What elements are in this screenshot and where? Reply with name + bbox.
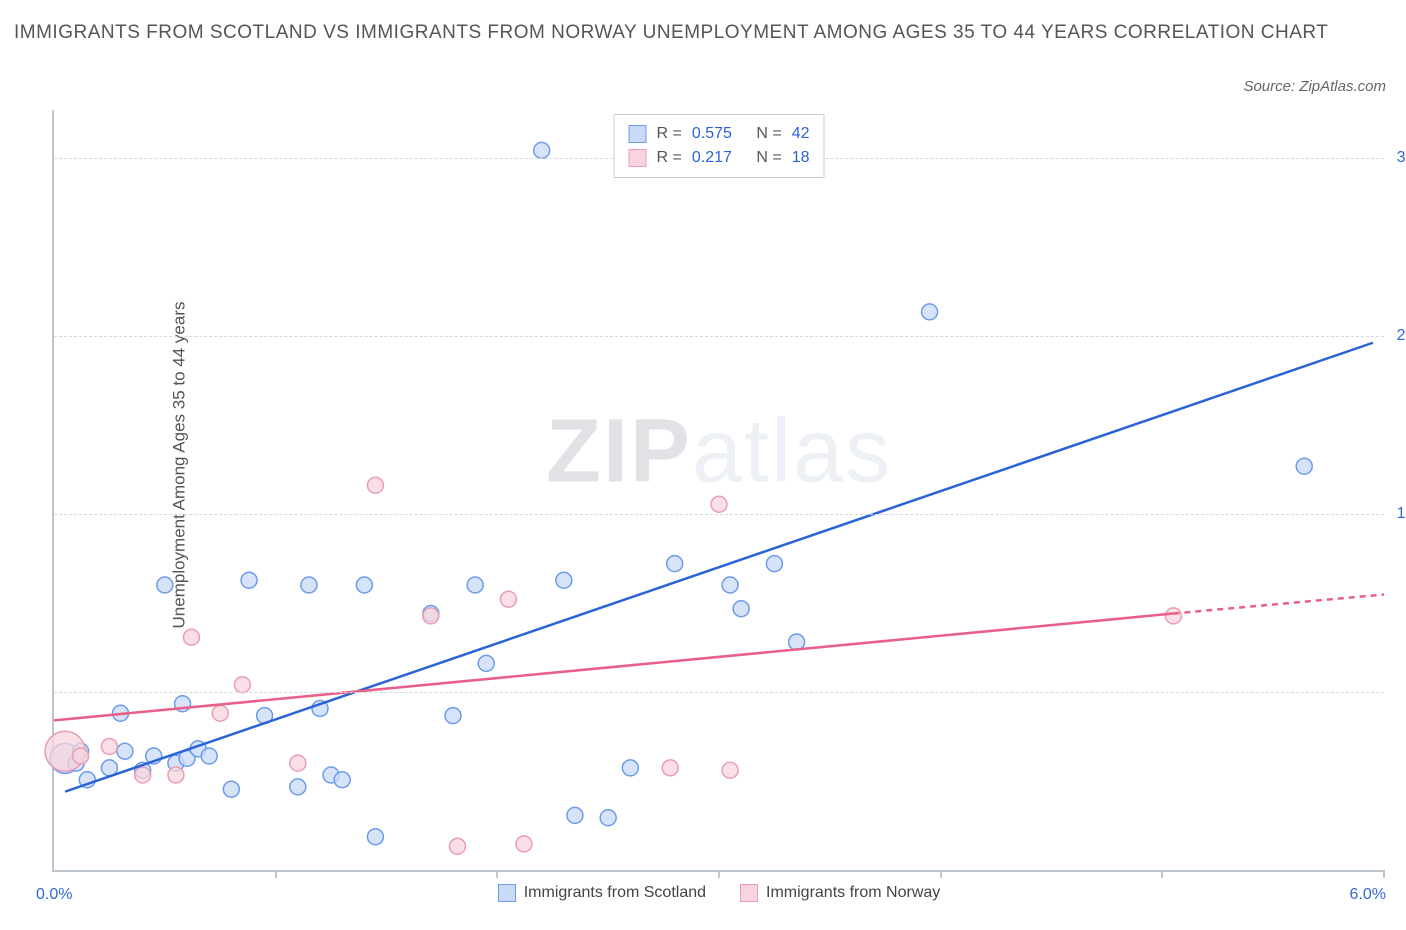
x-axis-max-label: 6.0% xyxy=(1350,886,1386,904)
legend-label: Immigrants from Norway xyxy=(766,884,940,902)
r-value: 0.217 xyxy=(692,146,732,170)
r-label: R = xyxy=(657,146,682,170)
n-label: N = xyxy=(756,146,781,170)
legend-label: Immigrants from Scotland xyxy=(524,884,706,902)
x-tick xyxy=(1383,870,1385,878)
y-tick-label: 22.5% xyxy=(1388,327,1406,345)
legend-row-norway: R = 0.217 N = 18 xyxy=(629,146,810,170)
x-tick xyxy=(940,870,942,878)
scatter-plot-svg xyxy=(54,110,1384,870)
gridline xyxy=(54,692,1384,693)
legend-item-scotland: Immigrants from Scotland xyxy=(498,884,706,902)
y-tick-label: 7.5% xyxy=(1388,683,1406,701)
x-tick xyxy=(1161,870,1163,878)
r-label: R = xyxy=(657,122,682,146)
chart-plot-area: ZIPatlas R = 0.575 N = 42 R = 0.217 N = … xyxy=(52,110,1384,872)
y-tick-label: 15.0% xyxy=(1388,505,1406,523)
y-tick-label: 30.0% xyxy=(1388,149,1406,167)
x-tick xyxy=(718,870,720,878)
x-axis-origin-label: 0.0% xyxy=(36,886,72,904)
swatch-blue-icon xyxy=(498,884,516,902)
legend-stats-box: R = 0.575 N = 42 R = 0.217 N = 18 xyxy=(614,114,825,178)
n-value: 18 xyxy=(792,146,810,170)
x-tick xyxy=(496,870,498,878)
legend-item-norway: Immigrants from Norway xyxy=(740,884,940,902)
r-value: 0.575 xyxy=(692,122,732,146)
n-value: 42 xyxy=(792,122,810,146)
source-credit: Source: ZipAtlas.com xyxy=(1243,78,1386,95)
x-tick xyxy=(275,870,277,878)
n-label: N = xyxy=(756,122,781,146)
legend-series: Immigrants from Scotland Immigrants from… xyxy=(54,884,1384,902)
gridline xyxy=(54,514,1384,515)
gridline xyxy=(54,336,1384,337)
swatch-pink-icon xyxy=(740,884,758,902)
legend-row-scotland: R = 0.575 N = 42 xyxy=(629,122,810,146)
swatch-pink-icon xyxy=(629,149,647,167)
chart-title: IMMIGRANTS FROM SCOTLAND VS IMMIGRANTS F… xyxy=(14,18,1392,48)
swatch-blue-icon xyxy=(629,125,647,143)
